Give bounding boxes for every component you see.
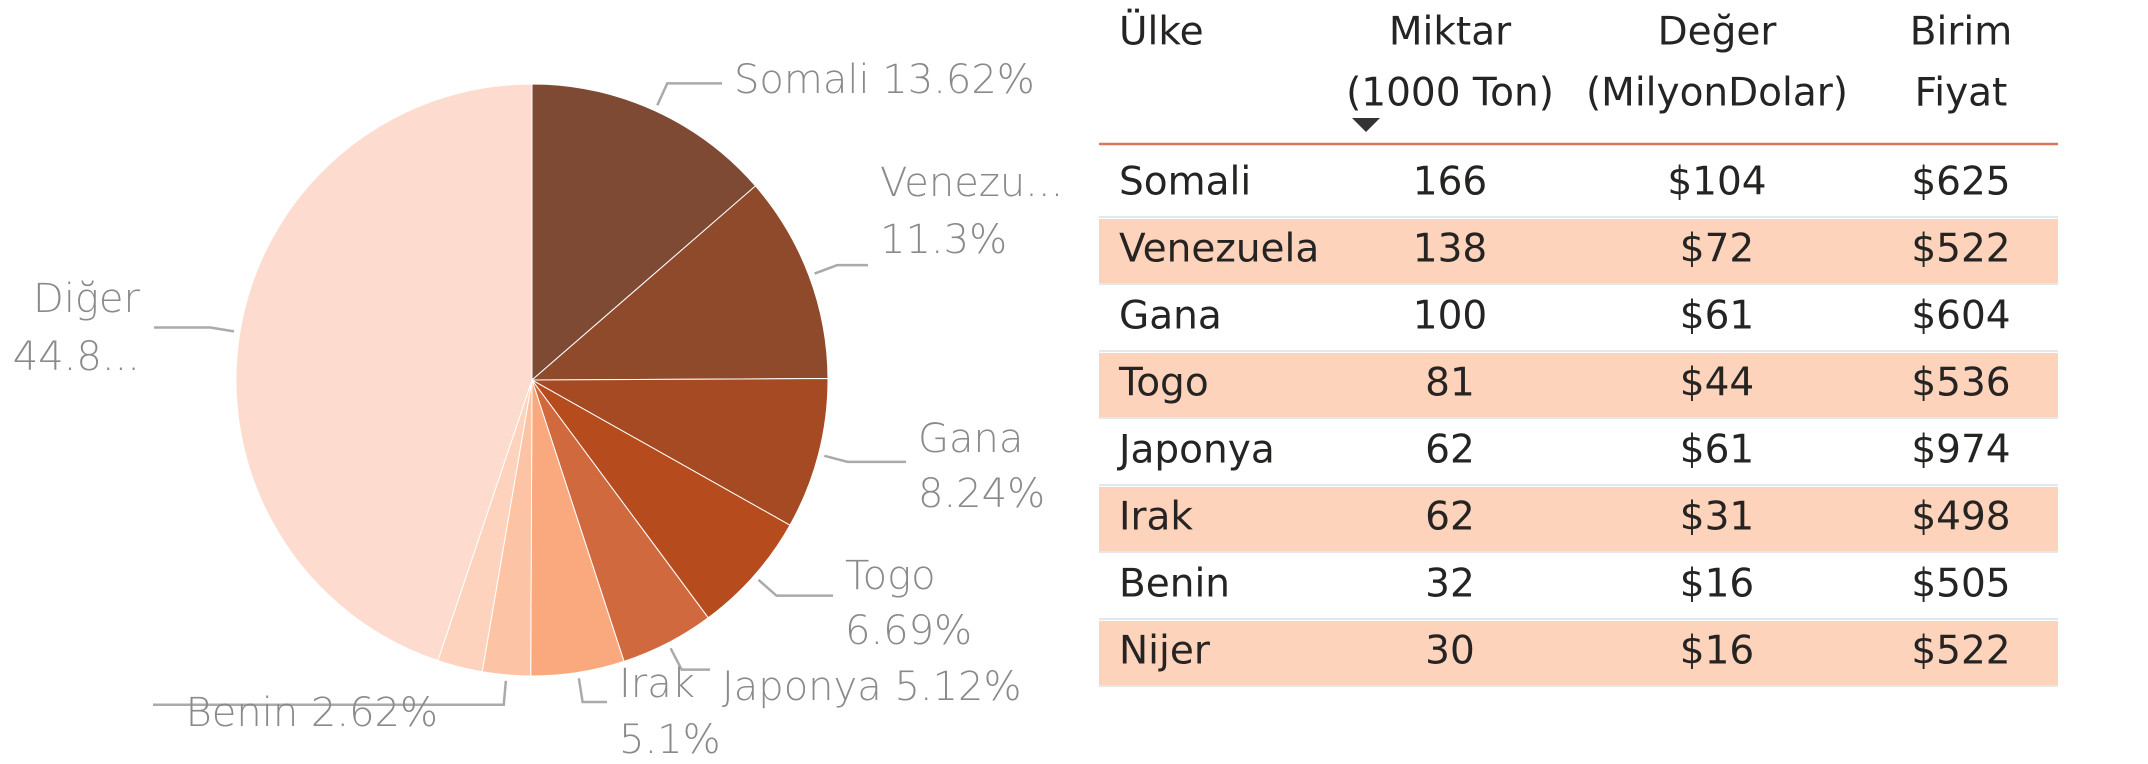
pie-chart: Somali 13.62% Venezu... 11.3% Gana 8.24% Togo… xyxy=(13,57,1064,763)
table-cell: $16 xyxy=(1680,562,1754,607)
slice-value: 5.1% xyxy=(619,717,721,763)
table-cell: $72 xyxy=(1680,227,1754,272)
slice-category: Togo xyxy=(845,553,936,599)
table-cell: Nijer xyxy=(1119,629,1211,674)
table-cell: 100 xyxy=(1413,294,1487,339)
table-cell: $16 xyxy=(1680,629,1754,674)
table-cell: 166 xyxy=(1413,160,1487,205)
row-band xyxy=(1099,353,2058,417)
column-header: (1000 Ton) xyxy=(1346,71,1554,116)
row-band xyxy=(1099,219,2058,283)
column-header: Miktar xyxy=(1389,10,1512,55)
slice-category: Gana xyxy=(918,416,1023,462)
pie-slice xyxy=(530,185,829,381)
table-cell: 138 xyxy=(1413,227,1487,272)
table-cell: Japonya xyxy=(1116,428,1275,473)
column-header: Fiyat xyxy=(1915,71,2008,116)
pie-slice xyxy=(531,83,757,382)
leader-line xyxy=(577,678,607,704)
table-cell: 32 xyxy=(1425,562,1475,607)
leader-line xyxy=(153,680,508,707)
leader-line xyxy=(154,326,235,333)
slice-category: Japonya xyxy=(722,664,882,710)
table-cell: $505 xyxy=(1911,562,2010,607)
slice-value: 2.62% xyxy=(311,690,438,736)
leader-line xyxy=(824,454,906,464)
table-cell: $625 xyxy=(1911,160,2010,205)
leader-line xyxy=(669,647,710,671)
slice-label: Japonya 5.12% xyxy=(722,664,1022,710)
slice-value: 44.8... xyxy=(13,334,140,380)
sort-arrow[interactable] xyxy=(1352,118,1380,132)
slice-category: Benin xyxy=(186,690,299,736)
table-cell: $522 xyxy=(1911,227,2010,272)
table-cell: 62 xyxy=(1425,495,1475,540)
table-cell: $61 xyxy=(1680,428,1754,473)
table-cell: Irak xyxy=(1119,495,1193,540)
table-cell: Togo xyxy=(1118,361,1209,406)
row-band xyxy=(1099,487,2058,551)
column-header: (MilyonDolar) xyxy=(1586,71,1848,116)
table-cell: $104 xyxy=(1667,160,1766,205)
table-cell: Venezuela xyxy=(1119,227,1319,272)
slice-category: Venezu... xyxy=(880,160,1063,206)
column-header: Birim xyxy=(1910,10,2012,55)
table-cell: $522 xyxy=(1911,629,2010,674)
table-cell: $31 xyxy=(1680,495,1754,540)
table-cell: Somali xyxy=(1119,160,1251,205)
table-cell: Gana xyxy=(1119,294,1222,339)
slice-category: Irak xyxy=(619,661,695,707)
leader-line xyxy=(814,263,868,275)
pie-slice xyxy=(235,83,533,662)
table-cell: 30 xyxy=(1425,629,1475,674)
table-cell: $604 xyxy=(1911,294,2010,339)
table-cell: $44 xyxy=(1680,361,1754,406)
pie-slice xyxy=(531,379,791,619)
slice-category: Diğer xyxy=(33,276,141,322)
slice-value: 13.62% xyxy=(882,57,1035,103)
row-band xyxy=(1099,621,2058,685)
slice-value: 5.12% xyxy=(894,664,1021,710)
slice-label: Somali 13.62% xyxy=(734,57,1035,103)
leader-line xyxy=(656,82,722,106)
table-cell: $974 xyxy=(1911,428,2010,473)
slice-value: 6.69% xyxy=(845,608,972,654)
table-cell: $61 xyxy=(1680,294,1754,339)
slice-value: 8.24% xyxy=(918,471,1045,517)
leader-line xyxy=(757,578,833,597)
slice-category: Somali xyxy=(734,57,870,103)
table-cell: Benin xyxy=(1119,562,1230,607)
column-header: Değer xyxy=(1658,10,1778,55)
slice-label: Benin 2.62% xyxy=(186,690,438,736)
pie-slice xyxy=(530,378,829,526)
table-cell: $536 xyxy=(1911,361,2010,406)
slice-value: 11.3% xyxy=(880,217,1007,263)
table-cell: 81 xyxy=(1425,361,1475,406)
column-header: Ülke xyxy=(1119,9,1204,55)
data-table: Ülke Miktar (1000 Ton) Değer (MilyonDolar) Bi… xyxy=(1099,9,2058,687)
table-cell: $498 xyxy=(1911,495,2010,540)
table-cell: 62 xyxy=(1425,428,1475,473)
